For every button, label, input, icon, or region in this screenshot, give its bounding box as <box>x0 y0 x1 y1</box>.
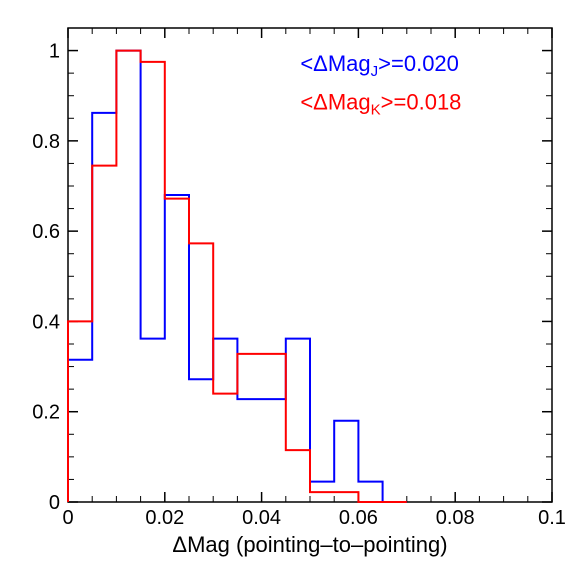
x-tick-label: 0.06 <box>339 507 378 529</box>
y-tick-label: 0.6 <box>32 221 60 243</box>
x-tick-label: 0.02 <box>145 507 184 529</box>
x-tick-label: 0 <box>62 507 73 529</box>
chart-container: 0 0.02 0.04 0.06 0.08 0.1 0 0.2 0.4 0.6 0.8 1 ΔMag (… <box>0 0 574 574</box>
x-tick-label: 0.04 <box>242 507 281 529</box>
annotation-0: <ΔMagJ>=0.020 <box>300 51 459 80</box>
x-tick-label: 0.08 <box>436 507 475 529</box>
annotation-1: <ΔMagK>=0.018 <box>300 89 461 118</box>
y-tick-label: 1 <box>49 41 60 63</box>
chart-bg <box>0 0 574 574</box>
histogram-chart: 0 0.02 0.04 0.06 0.08 0.1 0 0.2 0.4 0.6 0.8 1 ΔMag (… <box>0 0 574 574</box>
y-tick-label: 0.2 <box>32 402 60 424</box>
y-tick-label: 0 <box>49 492 60 514</box>
y-tick-label: 0.8 <box>32 131 60 153</box>
y-tick-label: 0.4 <box>32 311 60 333</box>
x-axis-label: ΔMag (pointing–to–pointing) <box>172 532 447 557</box>
x-tick-label: 0.1 <box>538 507 566 529</box>
